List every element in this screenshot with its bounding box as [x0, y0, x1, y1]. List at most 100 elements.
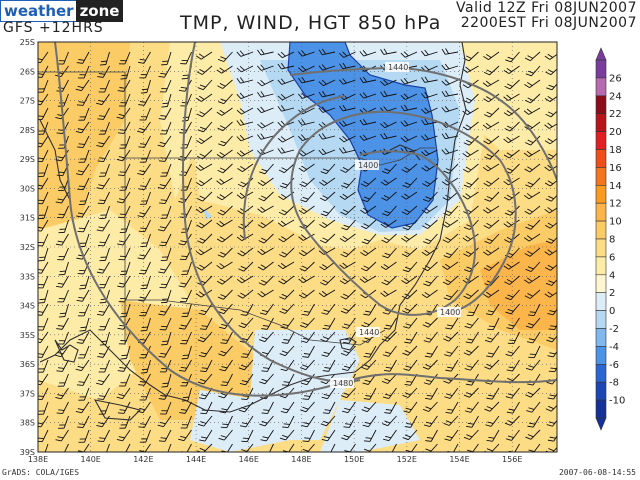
wind-barb: [56, 317, 69, 330]
wind-barb: [545, 68, 557, 76]
wind-barb: [257, 79, 274, 87]
wind-barb: [236, 134, 254, 142]
wind-barb: [277, 78, 295, 85]
wind-barb: [547, 458, 561, 468]
wind-barb: [298, 247, 315, 257]
legend-swatch: [595, 328, 607, 347]
wind-barb: [277, 51, 295, 59]
legend-swatch: [595, 292, 607, 311]
wind-barb: [140, 275, 151, 290]
wind-barb: [219, 317, 233, 330]
wind-barb: [445, 317, 459, 330]
lat-tick-label: 25S: [20, 38, 35, 47]
wind-barb: [261, 401, 274, 415]
wind-barb: [299, 317, 315, 328]
wind-barb: [218, 93, 233, 105]
legend-swatch: [595, 399, 607, 419]
wind-barb: [38, 233, 49, 247]
wind-barb: [360, 219, 377, 230]
wind-barb: [380, 132, 397, 140]
wind-barb: [137, 121, 151, 134]
wind-barb: [199, 317, 213, 330]
wind-barb: [216, 191, 233, 201]
wind-barb: [463, 289, 479, 300]
wind-barb: [158, 107, 172, 120]
wind-barb: [544, 122, 557, 129]
wind-barb: [400, 78, 418, 85]
wind-barb: [482, 79, 500, 87]
wind-barb: [483, 261, 500, 271]
legend-label: 6: [609, 252, 615, 263]
wind-barb: [297, 50, 315, 57]
legend-swatch: [595, 274, 607, 293]
wind-barb: [301, 415, 315, 428]
wind-barb: [545, 264, 557, 271]
legend-swatch: [595, 238, 607, 258]
wind-barb: [546, 419, 557, 427]
legend-top-arrow: [595, 47, 607, 61]
wind-barb: [362, 415, 377, 428]
wind-barb: [402, 177, 418, 188]
wind-barb: [361, 401, 377, 413]
wind-barb: [320, 163, 336, 175]
wind-barb: [526, 331, 541, 344]
wind-barb: [505, 345, 520, 357]
wind-barb: [545, 279, 557, 286]
contour-label: 1440: [388, 63, 408, 72]
wind-barb: [321, 458, 335, 468]
wind-barb: [97, 107, 110, 120]
wind-barb: [38, 191, 49, 205]
wind-barb: [339, 51, 356, 58]
wind-barb: [359, 275, 377, 283]
wind-barb: [359, 134, 377, 141]
lat-tick-label: 26S: [20, 67, 35, 76]
wind-barb: [441, 79, 459, 86]
wind-barb: [382, 345, 397, 357]
wind-barb: [297, 92, 315, 99]
wind-barb: [401, 205, 418, 215]
wind-barb: [196, 261, 213, 271]
wind-barb: [423, 331, 438, 343]
wind-barb: [178, 429, 192, 442]
legend-swatch: [595, 202, 607, 222]
wind-barb: [97, 191, 110, 205]
wind-barb: [279, 177, 295, 189]
wind-barb: [380, 79, 397, 86]
wind-barb: [57, 289, 69, 303]
wind-barb: [120, 345, 131, 360]
wind-barb: [181, 345, 192, 360]
wind-barb: [463, 177, 479, 188]
wind-barb: [381, 373, 397, 384]
wind-barb: [236, 92, 254, 100]
wind-barb: [524, 79, 541, 89]
wind-barb: [257, 289, 274, 298]
wind-barb: [300, 443, 315, 452]
wind-barb: [56, 401, 69, 415]
wind-barb: [161, 93, 172, 108]
wind-barb: [341, 317, 356, 329]
wind-barb: [402, 345, 418, 356]
wind-barb: [546, 83, 557, 91]
wind-barb: [503, 261, 520, 270]
wind-barb: [420, 92, 438, 99]
wind-barb: [463, 247, 479, 257]
wind-barb: [77, 261, 90, 275]
wind-barb: [462, 233, 479, 242]
wind-barb: [196, 177, 213, 187]
wind-barb: [78, 387, 90, 401]
wind-barb: [99, 205, 110, 219]
wind-barb: [424, 345, 438, 358]
wind-barb: [318, 48, 336, 56]
wind-barb: [97, 303, 110, 316]
wind-barb: [257, 177, 274, 187]
wind-barb: [382, 247, 397, 259]
wind-barb: [78, 429, 90, 443]
wind-barb: [422, 401, 438, 412]
wind-barb: [257, 48, 274, 56]
lon-tick-label: 156E: [502, 455, 522, 464]
legend-label: 14: [609, 181, 622, 192]
wind-barb: [75, 121, 90, 134]
wind-barb: [318, 133, 336, 140]
wind-barb: [319, 233, 336, 244]
wind-barb: [506, 317, 520, 330]
